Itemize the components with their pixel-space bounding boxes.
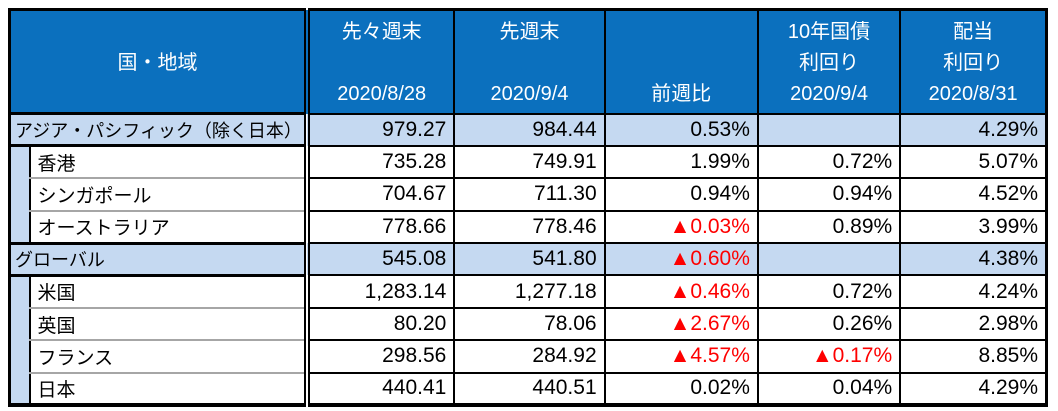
header-row: 国・地域 先々週末 2020/8/28 先週末 2020/9/4 前週比 [8,8,1048,115]
bond-yield-value: 0.94% [756,177,902,212]
header-dividend-yield: 配当 利回り 2020/8/31 [899,8,1048,115]
wow-change-value: ▲4.57% [603,339,759,374]
bond-yield-value: 0.26% [756,306,902,342]
last-week-value: 711.30 [453,177,606,212]
row-label-cell: 米国 [28,274,308,309]
dividend-yield-value: 3.99% [899,209,1048,245]
wow-change-value: 1.99% [603,144,759,180]
last-week-value: 284.92 [453,339,606,374]
table-row-asia-pacific: アジア・パシフィック（除く日本） 979.27 984.44 0.53% 4.2… [9,111,1048,148]
bond-yield-value [756,242,902,277]
header-region: 国・地域 [8,8,309,115]
wow-change-value: 0.94% [603,177,759,212]
header-prev-week: 先々週末 2020/8/28 [304,8,456,115]
table-row-france: フランス 298.56 284.92 ▲4.57% ▲0.17% 8.85% [10,339,1048,374]
header-dividend-date: 2020/8/31 [928,83,1018,105]
bond-yield-value [756,112,902,147]
dividend-yield-value: 2.98% [899,306,1048,342]
row-label-cell: アジア・パシフィック（除く日本） [9,111,308,148]
header-bond-date: 2020/9/4 [790,83,868,105]
last-week-value: 778.46 [453,209,606,245]
last-week-value: 78.06 [453,306,606,342]
header-dividend-line1: 配当 [953,21,994,43]
wow-change-value: ▲0.46% [603,274,759,309]
dividend-yield-value: 4.38% [899,242,1048,277]
last-week-value: 749.91 [453,144,606,180]
last-week-value: 440.51 [453,371,606,407]
prev-week-value: 979.27 [304,112,456,147]
table-row-japan: 日本 440.41 440.51 0.02% 0.04% 4.29% [10,371,1048,407]
wow-change-value: ▲0.03% [603,209,759,245]
table-row-hong-kong: 香港 735.28 749.91 1.99% 0.72% 5.07% [9,144,1048,244]
header-prev-week-date: 2020/8/28 [337,83,427,105]
prev-week-value: 545.08 [304,242,456,277]
header-region-label: 国・地域 [117,52,198,74]
header-last-week: 先週末 2020/9/4 [453,8,606,115]
dividend-yield-value: 4.24% [899,274,1048,309]
dividend-yield-value: 4.29% [899,112,1048,147]
bond-yield-value: 0.72% [756,274,902,309]
header-prev-week-label: 先々週末 [341,21,422,43]
dividend-yield-value: 4.52% [899,177,1048,212]
prev-week-value: 778.66 [304,209,456,245]
prev-week-value: 735.28 [304,144,456,180]
market-index-table: 国・地域 先々週末 2020/8/28 先週末 2020/9/4 前週比 [8,8,1048,408]
row-label-cell: フランス [28,339,308,374]
table-row-usa: 米国 1,283.14 1,277.18 ▲0.46% 0.72% 4.24% [9,274,1048,406]
prev-week-value: 440.41 [304,371,456,407]
dividend-yield-value: 4.29% [899,371,1048,407]
table-row-singapore: シンガポール 704.67 711.30 0.94% 0.94% 4.52% [10,177,1048,212]
header-last-week-label: 先週末 [499,21,560,43]
bond-yield-value: 0.89% [756,209,902,245]
row-label-cell: オーストラリア [28,209,308,245]
header-bond-line2: 利回り [799,52,860,74]
header-wow: 前週比 [603,8,759,115]
table-row-australia: オーストラリア 778.66 778.46 ▲0.03% 0.89% 3.99% [10,209,1048,245]
bond-yield-value: 0.72% [756,144,902,180]
last-week-value: 541.80 [453,242,606,277]
header-bond-line1: 10年国債 [787,21,871,43]
row-label-cell: 日本 [28,371,308,407]
header-last-week-date: 2020/9/4 [490,83,569,105]
table-row-uk: 英国 80.20 78.06 ▲2.67% 0.26% 2.98% [10,306,1048,342]
wow-change-value: ▲2.67% [603,306,759,342]
row-label-cell: シンガポール [28,177,308,212]
header-bond-yield: 10年国債 利回り 2020/9/4 [756,8,902,115]
dividend-yield-value: 8.85% [899,339,1048,374]
row-label-cell: グローバル [9,241,308,277]
wow-change-value: ▲0.60% [603,242,759,277]
header-wow-label: 前週比 [651,83,712,105]
last-week-value: 1,277.18 [453,274,606,309]
prev-week-value: 704.67 [304,177,456,212]
prev-week-value: 80.20 [304,306,456,342]
bond-yield-value: ▲0.17% [756,339,902,374]
prev-week-value: 1,283.14 [304,274,456,309]
row-label-cell: 香港 [28,144,308,180]
bond-yield-value: 0.04% [756,371,902,407]
indent-strip [9,145,30,244]
dividend-yield-value: 5.07% [899,144,1048,180]
header-dividend-line2: 利回り [943,52,1004,74]
prev-week-value: 298.56 [304,339,456,374]
wow-change-value: 0.02% [603,371,759,407]
wow-change-value: 0.53% [603,112,759,147]
row-label-cell: 英国 [28,306,308,342]
indent-strip [9,275,30,406]
table-row-global: グローバル 545.08 541.80 ▲0.60% 4.38% [9,241,1048,277]
last-week-value: 984.44 [453,112,606,147]
